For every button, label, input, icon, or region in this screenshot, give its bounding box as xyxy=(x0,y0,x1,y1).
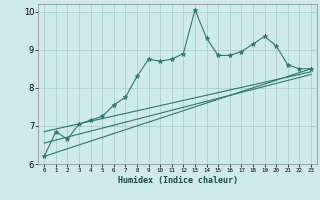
X-axis label: Humidex (Indice chaleur): Humidex (Indice chaleur) xyxy=(118,176,238,185)
